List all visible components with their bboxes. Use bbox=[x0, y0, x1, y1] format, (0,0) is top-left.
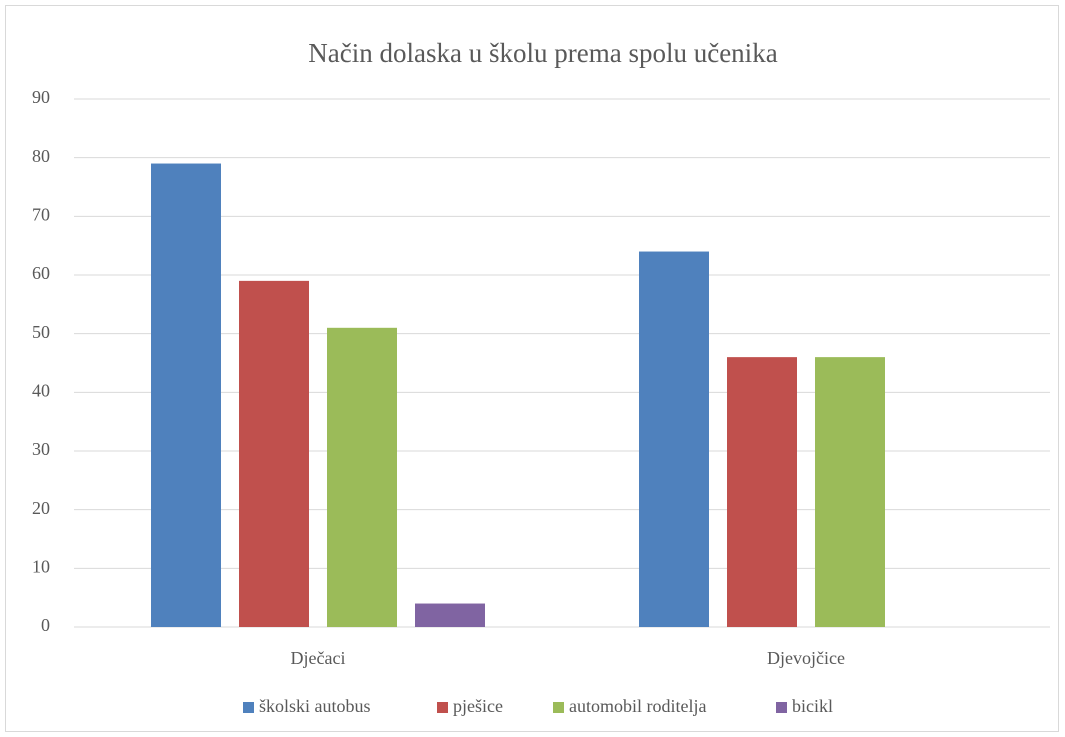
legend-swatch bbox=[437, 702, 448, 713]
legend-swatch bbox=[243, 702, 254, 713]
bar bbox=[639, 251, 709, 628]
bar bbox=[815, 357, 885, 627]
legend-label: školski autobus bbox=[259, 696, 371, 716]
legend-label: pješice bbox=[453, 696, 503, 716]
y-tick-label: 70 bbox=[32, 204, 50, 224]
bar bbox=[239, 280, 309, 627]
legend-label: bicikl bbox=[792, 696, 833, 716]
legend-swatch bbox=[776, 702, 787, 713]
y-tick-label: 10 bbox=[32, 556, 50, 576]
y-tick-label: 90 bbox=[32, 87, 50, 107]
y-tick-label: 0 bbox=[41, 615, 50, 635]
x-tick-label: Djevojčice bbox=[767, 648, 845, 668]
bar bbox=[327, 327, 397, 627]
y-tick-label: 50 bbox=[32, 322, 50, 342]
legend-label: automobil roditelja bbox=[569, 696, 706, 716]
legend-swatch bbox=[553, 702, 564, 713]
y-tick-label: 80 bbox=[32, 146, 50, 166]
bar bbox=[415, 603, 485, 627]
bar bbox=[727, 357, 797, 627]
chart-title: Način dolaska u školu prema spolu učenik… bbox=[308, 38, 777, 68]
y-tick-label: 40 bbox=[32, 380, 50, 400]
y-tick-label: 20 bbox=[32, 498, 50, 518]
y-tick-label: 60 bbox=[32, 263, 50, 283]
bar bbox=[151, 163, 221, 628]
y-tick-label: 30 bbox=[32, 439, 50, 459]
x-tick-label: Dječaci bbox=[291, 648, 346, 668]
